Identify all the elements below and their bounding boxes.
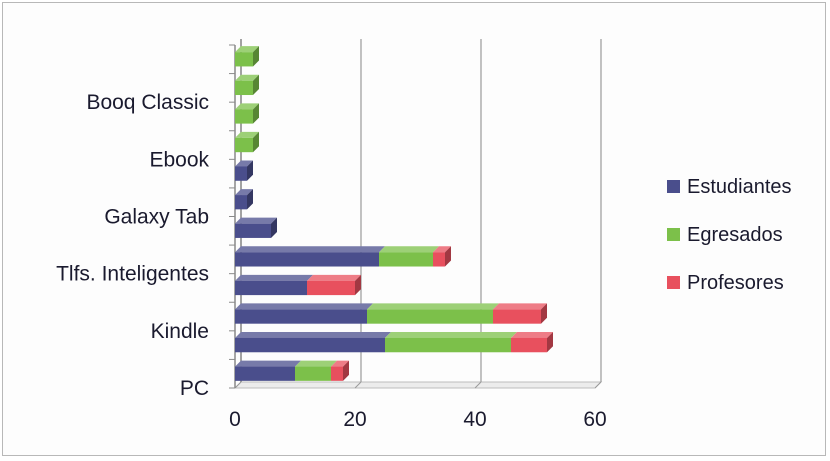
bar-top [307,274,361,281]
category-label: Booq Classic [86,91,209,114]
bar-segment [493,309,541,324]
bar-segment [235,166,247,181]
legend-label: Profesores [687,272,784,294]
bar-top [295,360,337,367]
x-tick-label: 60 [583,408,606,431]
bar-top [235,246,385,253]
bar-side [445,246,451,267]
bar-side [253,46,259,67]
bar-segment [235,195,247,210]
bar-side [541,303,547,324]
bar-top [385,331,517,338]
bar-top [493,303,547,310]
bar-segment [235,137,253,153]
bar-top [511,331,553,338]
bar-segment [235,223,271,238]
gridline-foot [594,381,602,389]
bar-segment [235,309,367,324]
gridline-foot [474,381,482,389]
category-label: Kindle [151,320,209,343]
bar-top [235,331,391,338]
x-tick-label: 0 [229,408,241,431]
bar-side [343,360,349,381]
legend-swatch [667,276,680,289]
bar-segment [235,52,253,67]
bar-segment [367,309,493,324]
gridline-foot [234,381,242,389]
bar-segment [331,366,343,381]
bar-top [235,303,373,310]
legend-label: Estudiantes [687,176,792,198]
bar-side [547,331,553,353]
bar-side [247,160,253,181]
bar-top [367,303,499,310]
gridline-foot [354,381,362,389]
bar-segment [235,337,385,353]
bar-top [379,246,439,253]
bar-top [235,131,259,138]
legend-label: Egresados [687,224,783,246]
bar-top [235,103,259,110]
category-label: Galaxy Tab [104,206,209,229]
bar-segment [295,366,331,381]
bar-top [235,46,259,53]
bar-side [271,217,277,238]
bar-top [235,217,277,224]
bar-side [253,131,259,153]
chart-frame [2,2,826,456]
bar-side [355,274,361,296]
bar-segment [235,252,379,267]
legend-swatch [667,180,680,193]
category-label: Tlfs. Inteligentes [56,263,209,286]
bar-top [235,74,259,81]
bar-segment [235,280,307,296]
bar-side [247,189,253,210]
bar-side [253,74,259,96]
bar-segment [433,252,445,267]
bar-segment [511,337,547,353]
bar-top [235,360,301,367]
legend-swatch [667,228,680,241]
bar-segment [235,109,253,124]
category-label: PC [180,377,209,400]
bar-segment [307,280,355,296]
bar-segment [385,337,511,353]
bar-side [253,103,259,124]
x-tick-label: 40 [463,408,486,431]
bar-segment [235,366,295,381]
bar-top [235,274,313,281]
x-tick-label: 20 [343,408,366,431]
bar-segment [235,80,253,96]
plot-floor [233,381,603,389]
category-label: Ebook [149,148,209,171]
bar-segment [379,252,433,267]
